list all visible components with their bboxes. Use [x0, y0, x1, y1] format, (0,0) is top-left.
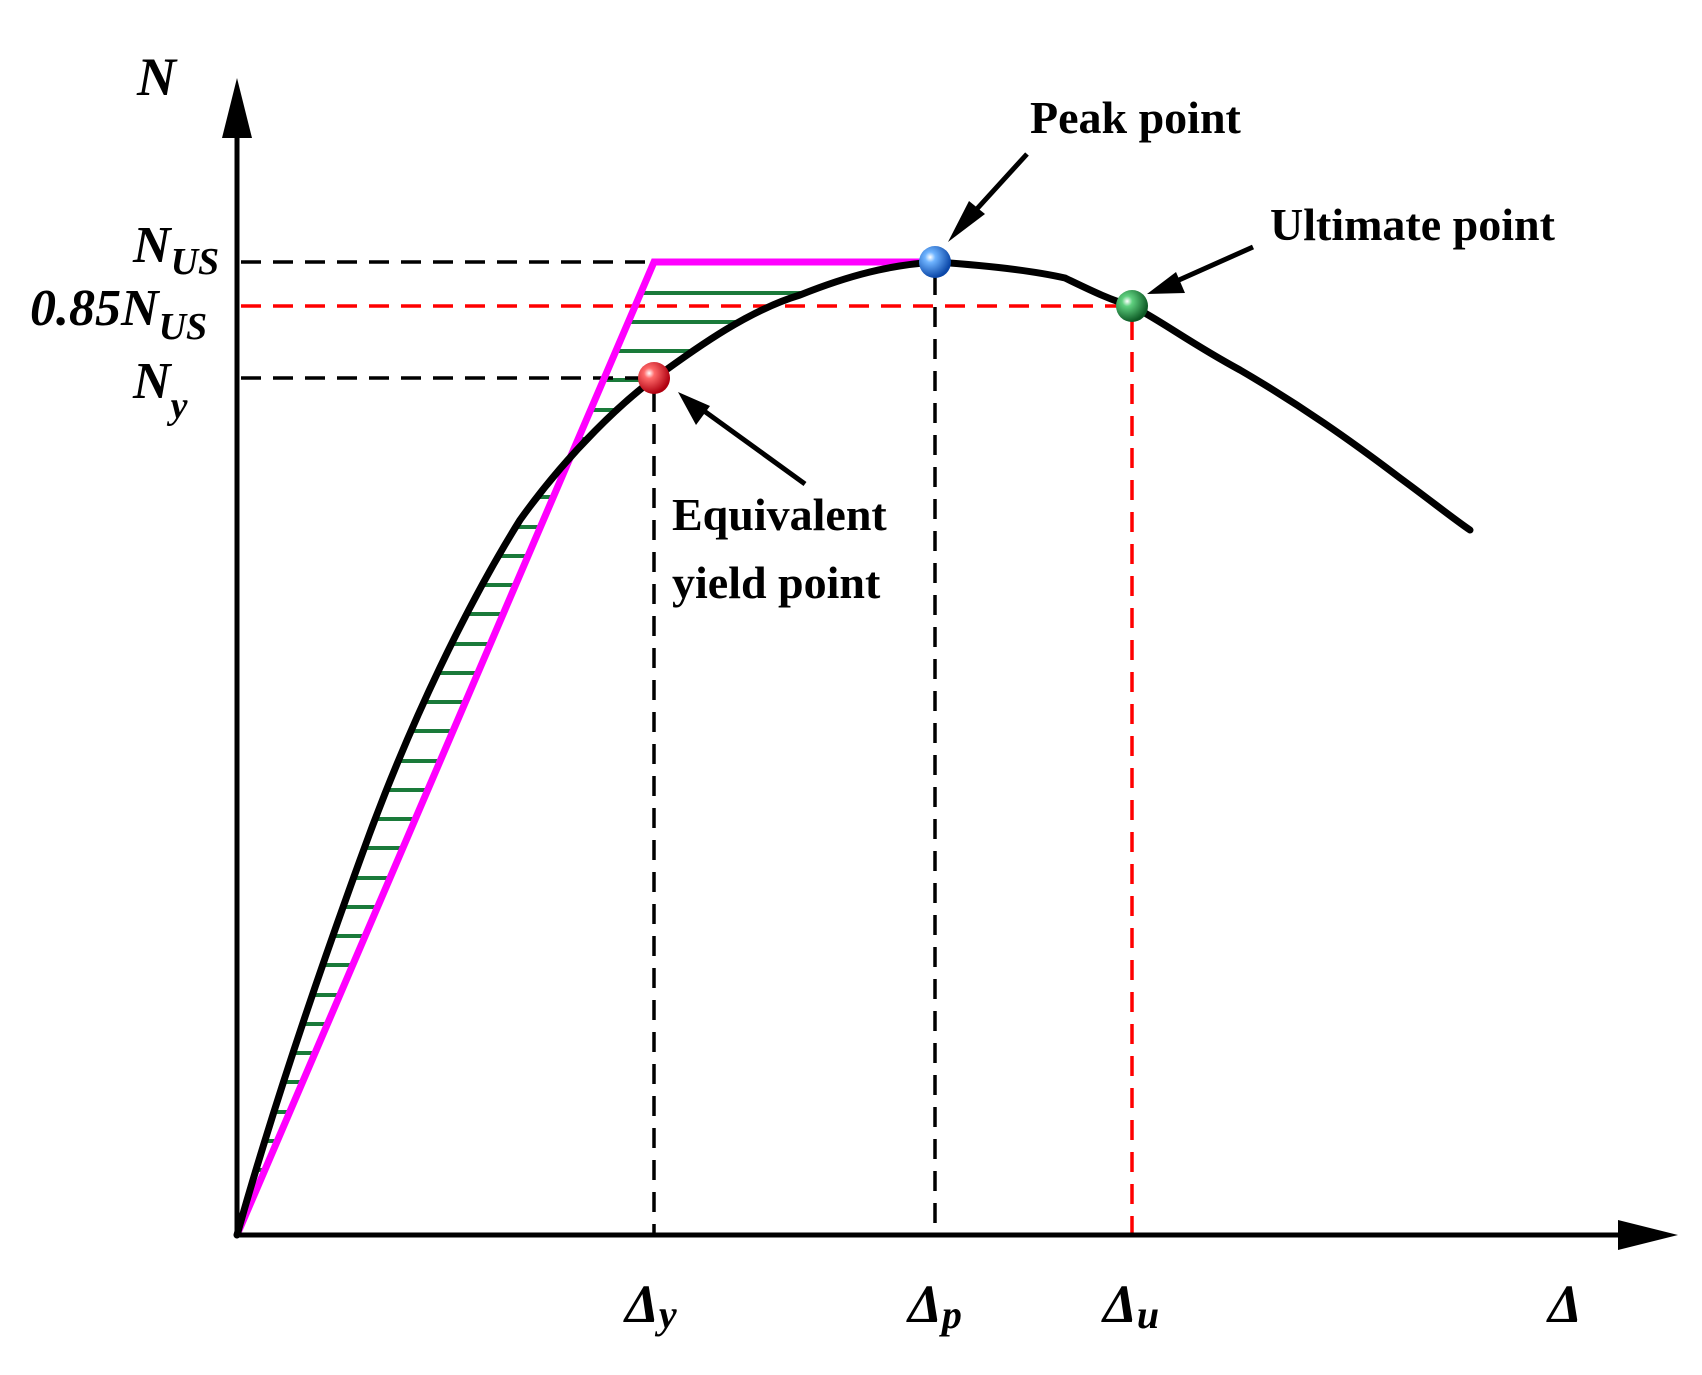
ultimate-point-label: Ultimate point: [1270, 199, 1556, 250]
x-tick-delta-p: Δp: [906, 1274, 962, 1337]
y-tick-ny: Ny: [132, 353, 188, 427]
energy-hatch: [237, 291, 900, 1202]
reference-lines-black: [241, 260, 937, 1235]
ultimate-arrow: [1168, 244, 1255, 287]
y-axis-label: N: [136, 47, 178, 107]
blue-sphere-icon: [919, 246, 951, 278]
x-tick-delta-y: Δy: [623, 1274, 677, 1337]
ultimate-arrowhead: [1147, 272, 1185, 294]
x-tick-delta-u: Δu: [1101, 1274, 1159, 1337]
x-axis-label: Δ: [1546, 1274, 1582, 1334]
yield-arrow: [698, 405, 807, 487]
bilinear-line: [233, 258, 935, 1237]
green-sphere-icon: [1116, 290, 1148, 322]
y-axis-arrowhead: [222, 78, 252, 138]
peak-point-label: Peak point: [1030, 92, 1242, 143]
annotation-arrows: [678, 152, 1255, 487]
load-displacement-curve: [233, 258, 1474, 1239]
reference-lines-red: [241, 304, 1134, 1235]
y-tick-nus: NUS: [132, 217, 219, 283]
x-axis-arrowhead: [1618, 1220, 1678, 1250]
peak-arrowhead: [948, 201, 985, 242]
yield-arrowhead: [678, 392, 710, 425]
yield-point-label-line1: Equivalent: [672, 489, 887, 540]
red-sphere-icon: [638, 362, 670, 394]
axes: [222, 78, 1678, 1250]
yield-point-label-line2: yield point: [672, 557, 881, 608]
y-tick-085nus: 0.85NUS: [30, 280, 207, 348]
